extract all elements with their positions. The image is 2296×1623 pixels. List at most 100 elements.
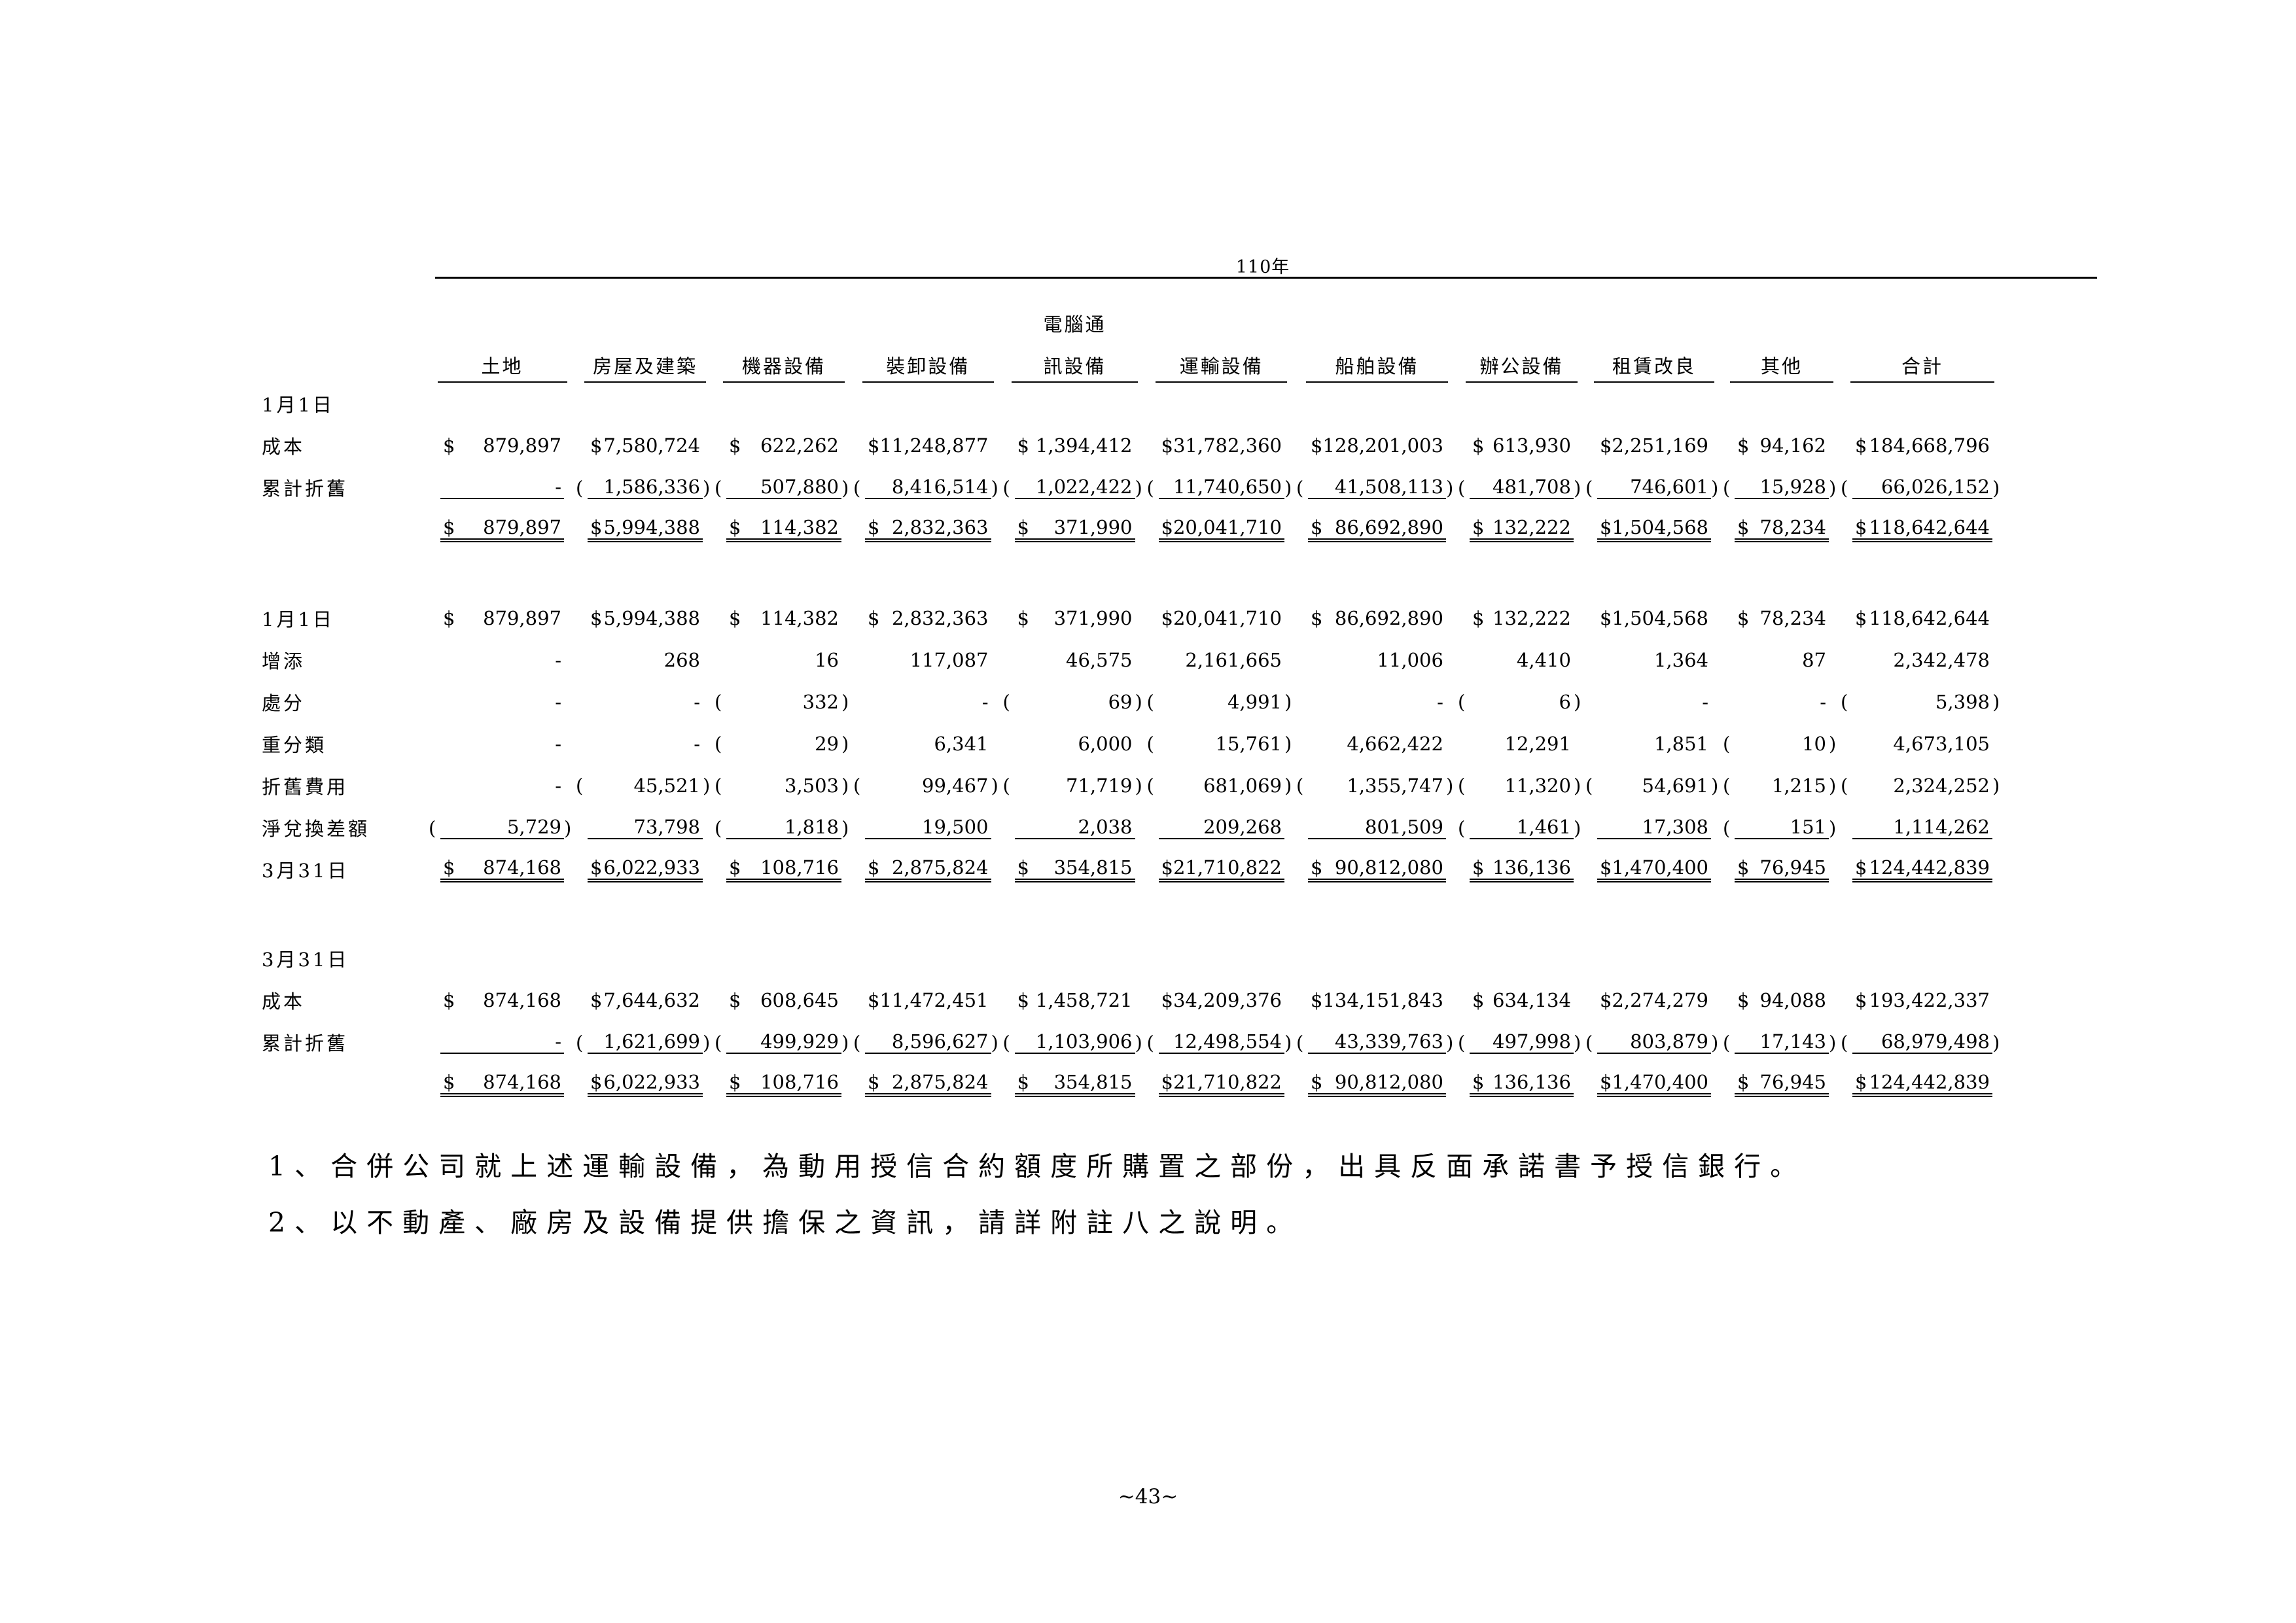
cell-value: $1,504,568 <box>1597 607 1711 629</box>
cell-value: $1,458,721 <box>1015 989 1135 1011</box>
table-cell: - <box>429 681 576 723</box>
table-cell: (8,416,514) <box>853 466 1003 508</box>
column-header-label: 訊設備 <box>1011 351 1139 383</box>
table-cell: $86,692,890 <box>1296 597 1458 639</box>
cell-value: - <box>588 691 703 713</box>
table-cell: (11,320) <box>1458 765 1585 807</box>
amount: 7,644,632 <box>603 989 700 1011</box>
amount: 1,103,906 <box>1035 1030 1133 1053</box>
paren-close: ) <box>1135 477 1142 499</box>
amount: - <box>1437 691 1443 713</box>
cell-value: 1,364 <box>1597 649 1711 671</box>
currency-symbol: $ <box>729 1071 741 1093</box>
table-cell: $879,897 <box>429 597 576 639</box>
year-title: 110年 <box>1235 257 1290 277</box>
amount: 4,662,422 <box>1347 733 1443 755</box>
table-cell: 268 <box>576 639 715 681</box>
currency-symbol: $ <box>1737 1071 1750 1093</box>
amount: 12,498,554 <box>1173 1030 1282 1053</box>
cell-value: - <box>440 476 564 499</box>
table-cell: - <box>576 723 715 765</box>
paren-close: ) <box>1992 775 2000 797</box>
table-cell: 2,342,478 <box>1841 639 2004 681</box>
table-cell <box>1585 383 1723 425</box>
amount: 15,761 <box>1215 733 1282 755</box>
cell-value: $5,994,388 <box>588 607 703 629</box>
amount: 5,398 <box>1935 691 1990 713</box>
currency-symbol: $ <box>1472 989 1485 1011</box>
currency-symbol: $ <box>443 989 455 1011</box>
table-cell: (481,708) <box>1458 466 1585 508</box>
column-header-top <box>1841 291 2004 337</box>
paren-open: ( <box>576 775 584 797</box>
cell-value: $78,234 <box>1735 516 1829 542</box>
cell-value: 41,508,113 <box>1308 476 1446 499</box>
row-label: 1月1日 <box>262 608 334 631</box>
amount: 481,708 <box>1492 476 1571 498</box>
amount: 5,994,388 <box>603 516 700 538</box>
amount: - <box>555 1030 561 1053</box>
cell-value: $134,151,843 <box>1308 989 1446 1011</box>
paren-close: ) <box>1284 691 1292 713</box>
amount: 2,875,824 <box>891 1071 989 1093</box>
cell-value: 1,818 <box>726 816 841 839</box>
table-cell: (1,818) <box>715 807 853 848</box>
column-header: 租賃改良 <box>1585 337 1723 383</box>
page-number: ~43~ <box>1118 1485 1178 1509</box>
paren-open: ( <box>1457 691 1466 713</box>
currency-symbol: $ <box>1737 607 1750 629</box>
amount: 2,274,279 <box>1612 989 1708 1011</box>
paren-close: ) <box>841 1032 849 1054</box>
cell-value: 1,621,699 <box>588 1030 703 1054</box>
currency-symbol: $ <box>1599 1071 1612 1093</box>
currency-symbol: $ <box>1855 434 1867 457</box>
paren-close: ) <box>1135 691 1142 713</box>
cell-value: $76,945 <box>1735 856 1829 882</box>
cell-value: - <box>1735 691 1829 713</box>
table-cell: 2,038 <box>1003 807 1147 848</box>
amount: 1,355,747 <box>1347 775 1443 797</box>
amount: 4,673,105 <box>1893 733 1990 755</box>
cell-value: $1,394,412 <box>1015 434 1135 457</box>
table-cell: (15,928) <box>1723 466 1841 508</box>
cell-value: $2,832,363 <box>865 607 991 629</box>
currency-symbol: $ <box>1855 1071 1867 1093</box>
paren-open: ( <box>1585 477 1593 499</box>
table-cell: $128,201,003 <box>1296 425 1458 466</box>
cell-value: 73,798 <box>588 816 703 839</box>
table-cell <box>853 937 1003 979</box>
table-cell: 73,798 <box>576 807 715 848</box>
cell-value: 8,596,627 <box>865 1030 991 1054</box>
currency-symbol: $ <box>729 989 741 1011</box>
amount: 1,504,568 <box>1612 516 1708 538</box>
cell-value: 4,662,422 <box>1308 733 1446 755</box>
table-cell: 1,364 <box>1585 639 1723 681</box>
cell-value: $114,382 <box>726 516 841 542</box>
cell-value: 117,087 <box>865 649 991 671</box>
table-cell: $134,151,843 <box>1296 979 1458 1021</box>
paren-close: ) <box>841 477 849 499</box>
cell-value: $76,945 <box>1735 1071 1829 1097</box>
table-cell: $90,812,080 <box>1296 848 1458 890</box>
table-cell: 6,000 <box>1003 723 1147 765</box>
cell-value: $90,812,080 <box>1308 1071 1446 1097</box>
currency-symbol: $ <box>443 516 455 538</box>
table-cell: $2,875,824 <box>853 848 1003 890</box>
paren-open: ( <box>1457 775 1466 797</box>
table-cell <box>1458 937 1585 979</box>
section-spacer <box>262 550 2004 597</box>
currency-symbol: $ <box>1737 856 1750 879</box>
paren-open: ( <box>1585 775 1593 797</box>
amount: 1,504,568 <box>1612 607 1708 629</box>
amount: 1,470,400 <box>1612 856 1708 879</box>
cell-value: - <box>1308 691 1446 713</box>
amount: 1,818 <box>784 816 839 838</box>
currency-symbol: $ <box>1472 856 1485 879</box>
cell-value: $613,930 <box>1470 434 1574 457</box>
amount: 17,308 <box>1642 816 1708 838</box>
paren-close: ) <box>1445 477 1454 499</box>
table-cell: (10) <box>1723 723 1841 765</box>
cell-value: 16 <box>726 649 841 671</box>
cell-value: $874,168 <box>440 1071 564 1097</box>
table-cell: $7,644,632 <box>576 979 715 1021</box>
